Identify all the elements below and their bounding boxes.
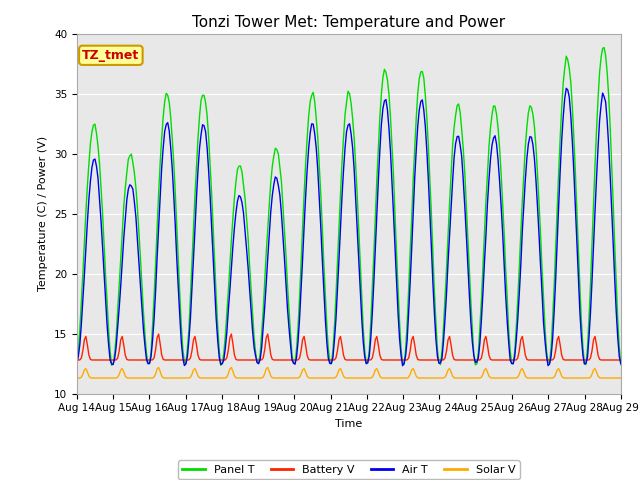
Air T bbox=[140, 327, 147, 333]
Text: TZ_tmet: TZ_tmet bbox=[82, 49, 140, 62]
X-axis label: Time: Time bbox=[335, 419, 362, 429]
Line: Solar V: Solar V bbox=[77, 367, 621, 378]
Solar V bbox=[73, 375, 81, 381]
Air T bbox=[589, 242, 597, 248]
Battery V bbox=[237, 357, 244, 363]
Legend: Panel T, Battery V, Air T, Solar V: Panel T, Battery V, Air T, Solar V bbox=[178, 460, 520, 479]
Air T bbox=[563, 85, 570, 91]
Title: Tonzi Tower Met: Temperature and Power: Tonzi Tower Met: Temperature and Power bbox=[192, 15, 506, 30]
Air T bbox=[73, 360, 81, 366]
Panel T bbox=[73, 360, 81, 366]
Solar V bbox=[312, 375, 320, 381]
Line: Panel T: Panel T bbox=[77, 48, 621, 365]
Battery V bbox=[588, 348, 596, 354]
Solar V bbox=[264, 364, 271, 370]
Y-axis label: Temperature (C) / Power (V): Temperature (C) / Power (V) bbox=[38, 136, 48, 291]
Solar V bbox=[155, 364, 163, 370]
Solar V bbox=[617, 375, 625, 381]
Panel T bbox=[312, 115, 320, 121]
Air T bbox=[262, 281, 270, 287]
Battery V bbox=[140, 357, 147, 363]
Solar V bbox=[255, 375, 262, 381]
Air T bbox=[253, 360, 261, 365]
Battery V bbox=[73, 357, 81, 363]
Battery V bbox=[255, 357, 262, 363]
Panel T bbox=[237, 163, 244, 169]
Battery V bbox=[312, 357, 320, 363]
Line: Air T: Air T bbox=[77, 88, 621, 366]
Solar V bbox=[237, 375, 244, 381]
Line: Battery V: Battery V bbox=[77, 334, 621, 360]
Panel T bbox=[588, 242, 596, 248]
Solar V bbox=[588, 372, 596, 377]
Panel T bbox=[140, 310, 147, 315]
Solar V bbox=[140, 375, 147, 381]
Air T bbox=[399, 363, 406, 369]
Battery V bbox=[617, 357, 625, 363]
Panel T bbox=[600, 45, 608, 50]
Panel T bbox=[617, 362, 625, 368]
Panel T bbox=[255, 360, 262, 366]
Panel T bbox=[217, 362, 225, 368]
Panel T bbox=[264, 227, 271, 233]
Battery V bbox=[264, 331, 271, 337]
Air T bbox=[235, 192, 243, 198]
Air T bbox=[311, 131, 319, 136]
Battery V bbox=[155, 331, 163, 337]
Air T bbox=[617, 361, 625, 367]
